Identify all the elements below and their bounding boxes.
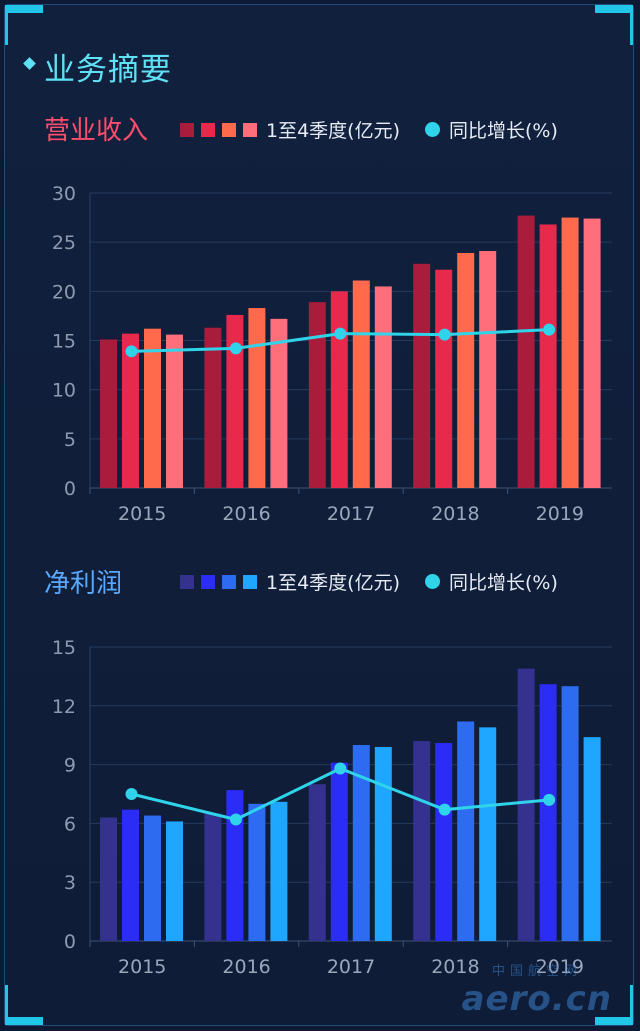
legend-bar-label: 1至4季度(亿元): [266, 572, 401, 594]
growth-point-2017: [334, 327, 347, 340]
bar-2018-q1: [413, 263, 431, 488]
bar-2016-q1: [204, 327, 222, 488]
bar-2015-q2: [122, 333, 139, 488]
legend-swatch-q4: [243, 574, 257, 589]
bar-2019-q3: [561, 217, 579, 489]
bar-2016-q2: [226, 314, 244, 488]
bar-2017-q3: [352, 280, 370, 488]
corner-accent: [630, 5, 633, 45]
x-tick-label: 2016: [222, 503, 270, 525]
growth-point-2016: [229, 342, 242, 355]
y-tick-label: 25: [52, 232, 76, 254]
bar-2016-q3: [248, 308, 266, 488]
watermark-en: aero.cn: [461, 979, 612, 1019]
corner-accent: [5, 5, 43, 13]
growth-point-2018: [438, 328, 451, 341]
bar-2015-q1: [100, 339, 117, 488]
revenue-section-title: 营业收入: [44, 116, 149, 146]
bar-2019-q4: [583, 218, 601, 489]
legend-swatch-q2: [201, 574, 215, 589]
legend-swatch-q4: [243, 122, 257, 137]
corner-accent: [630, 985, 633, 1025]
x-tick-label: 2018: [431, 503, 479, 525]
legend-line-dot-icon: [425, 574, 441, 589]
corner-accent: [5, 1017, 43, 1025]
revenue-legend: 1至4季度(亿元) 同比增长(%): [180, 116, 558, 143]
y-tick-label: 20: [52, 281, 76, 303]
growth-point-2019: [543, 323, 556, 336]
legend-line-label: 同比增长(%): [449, 572, 558, 594]
page-title: 业务摘要: [44, 52, 172, 88]
y-tick-label: 5: [64, 429, 76, 451]
y-tick-label: 15: [52, 331, 76, 353]
bar-2018-q4: [479, 251, 497, 488]
legend-line-dot-icon: [425, 122, 441, 137]
corner-accent: [5, 985, 8, 1025]
legend-swatch-q3: [222, 574, 236, 589]
corner-accent: [5, 5, 8, 45]
bar-2018-q2: [435, 269, 453, 488]
bar-2017-q4: [374, 286, 392, 488]
bar-2019-q2: [539, 224, 557, 488]
profit-section-title: 净利润: [44, 569, 123, 599]
bar-2017-q1: [308, 302, 326, 488]
legend-swatch-q1: [180, 122, 194, 137]
bar-2017-q2: [330, 291, 348, 488]
legend-swatch-q1: [180, 574, 194, 589]
watermark-cn: 中国航空网: [491, 964, 582, 979]
x-tick-label: 2019: [536, 503, 584, 525]
legend-bar-label: 1至4季度(亿元): [266, 120, 401, 142]
bar-2018-q3: [457, 252, 475, 488]
bar-2015-q4: [166, 334, 183, 488]
legend-line-label: 同比增长(%): [449, 120, 558, 142]
corner-accent: [595, 5, 633, 13]
bar-2016-q4: [270, 318, 288, 488]
corner-accent: [595, 1017, 633, 1025]
x-tick-label: 2015: [118, 503, 166, 525]
legend-swatch-q2: [201, 122, 215, 137]
y-tick-label: 0: [64, 478, 76, 500]
x-tick-label: 2017: [327, 503, 375, 525]
bar-2015-q3: [144, 328, 161, 488]
watermark-logo: 中国航空网 aero.cn: [462, 960, 612, 1019]
growth-point-2015: [125, 345, 138, 358]
y-tick-label: 10: [52, 380, 76, 402]
legend-swatch-q3: [222, 122, 236, 137]
y-tick-label: 30: [52, 183, 76, 205]
profit-legend: 1至4季度(亿元) 同比增长(%): [180, 568, 558, 595]
bar-2019-q1: [517, 215, 535, 488]
